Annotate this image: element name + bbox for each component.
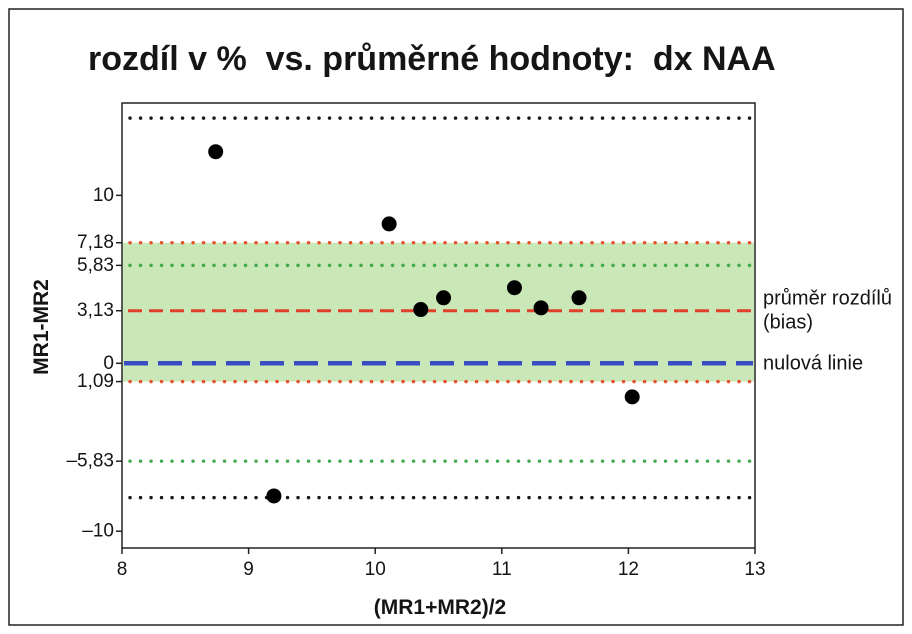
x-tick-label: 9 — [243, 559, 254, 580]
x-tick-label: 13 — [744, 559, 765, 580]
y-tick-label: 3,13 — [77, 300, 114, 321]
y-tick-label: 0 — [103, 353, 114, 374]
annotation-label: průměr rozdílů — [763, 288, 892, 310]
x-axis-label: (MR1+MR2)/2 — [374, 596, 506, 619]
data-point — [266, 488, 282, 504]
y-tick-label: –10 — [82, 521, 114, 542]
data-point — [533, 300, 549, 316]
data-point — [506, 280, 522, 296]
x-tick-label: 10 — [365, 559, 386, 580]
data-point — [436, 290, 452, 306]
data-point — [624, 389, 640, 405]
y-tick-label: 10 — [93, 185, 114, 206]
y-tick-label: 1,09 — [77, 371, 114, 392]
y-tick-label: –5,83 — [66, 451, 114, 472]
figure-frame — [8, 8, 904, 626]
chart-title: rozdíl v % vs. průměrné hodnoty: dx NAA — [88, 40, 776, 78]
data-point — [413, 302, 429, 318]
x-tick-label: 12 — [618, 559, 639, 580]
y-axis-label: MR1-MR2 — [30, 279, 53, 375]
plot-area: 10 7,185,83 3,13 01,09 –5,83 –108 9 10 11 12 13 prů… — [66, 102, 892, 580]
y-tick-label: 7,18 — [77, 232, 114, 253]
x-tick-label: 8 — [117, 559, 128, 580]
plot-frame — [121, 102, 756, 549]
x-tick-label: 11 — [492, 559, 512, 580]
y-tick-label: 5,83 — [77, 255, 114, 276]
agreement-band — [123, 242, 754, 382]
data-point — [381, 216, 397, 232]
data-point — [208, 144, 224, 160]
data-point — [571, 290, 587, 306]
annotation-label: (bias) — [763, 312, 813, 334]
annotation-label: nulová linie — [763, 352, 863, 374]
